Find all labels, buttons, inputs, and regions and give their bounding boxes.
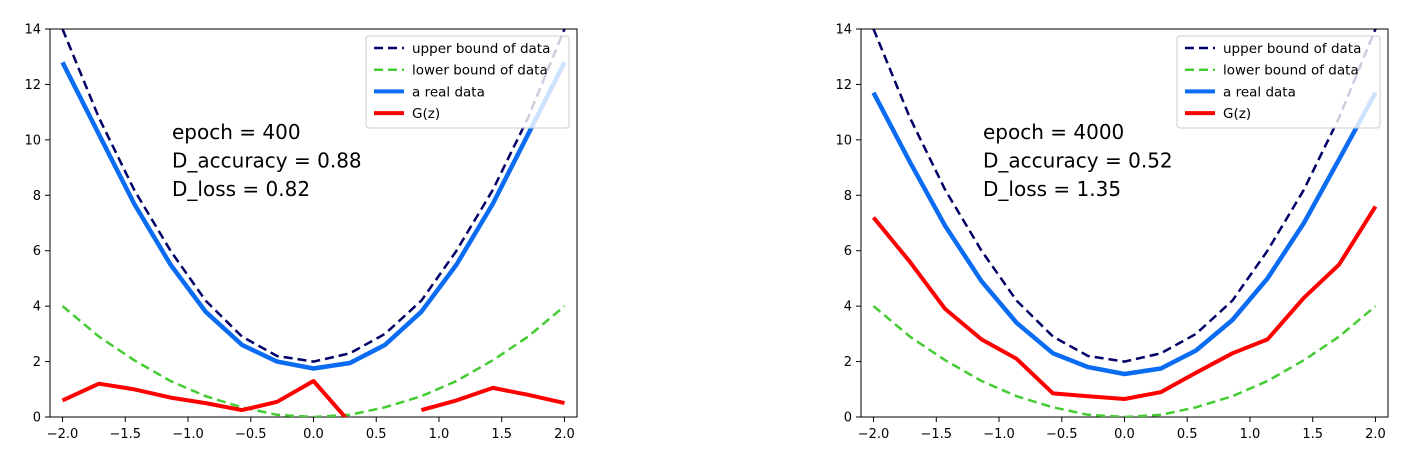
- legend-label-a-real-data: a real data: [1223, 84, 1296, 100]
- x-tick-label: 1.0: [1240, 427, 1261, 442]
- annotation-text: epoch = 400: [172, 120, 301, 144]
- legend-box: [1176, 35, 1381, 129]
- x-tick-label: −1.5: [109, 427, 141, 442]
- x-tick-label: −2.0: [858, 427, 890, 442]
- y-tick-label: 0: [33, 411, 41, 426]
- series-line-a-real-data: [871, 91, 1378, 377]
- x-tick-label: −0.5: [235, 427, 267, 442]
- y-tick-label: 14: [835, 23, 852, 38]
- legend-label-g-z: G(z): [1223, 106, 1251, 122]
- x-tick-label: 0.0: [303, 427, 324, 442]
- chart-panel-2: −2.0 −1.5 −1.0 −0.5 0.0 0.5 1.0 1.5 2.0 0 2 4 6 8 10 12…: [835, 23, 1389, 442]
- x-tick-label: −2.0: [47, 427, 79, 442]
- y-tick-label: 2: [33, 355, 41, 370]
- y-tick-label: 10: [835, 133, 852, 148]
- legend-label-upper-bound-of-data: upper bound of data: [412, 41, 550, 57]
- series-line-lower-bound-of-data: [61, 305, 566, 417]
- series-lines: [60, 29, 567, 417]
- annotation-text: D_loss = 0.82: [172, 177, 310, 201]
- series-line-upper-bound-of-data: [872, 29, 1377, 363]
- x-tick-label: 0.5: [1177, 427, 1198, 442]
- annotation-text: D_accuracy = 0.88: [172, 149, 362, 173]
- legend-label-lower-bound-of-data: lower bound of data: [1223, 63, 1359, 79]
- y-tick-label: 8: [844, 189, 852, 204]
- annotation-text: D_loss = 1.35: [983, 177, 1121, 201]
- legend-label-g-z: G(z): [412, 106, 440, 122]
- y-tick-label: 2: [844, 355, 852, 370]
- y-tick-label: 12: [24, 78, 41, 93]
- chart-panel-1: −2.0 −1.5 −1.0 −0.5 0.0 0.5 1.0 1.5 2.0 0 2 4 6 8 10 12…: [24, 23, 578, 442]
- x-tick-label: −1.0: [172, 427, 204, 442]
- y-tick-label: 4: [844, 300, 852, 315]
- legend: upper bound of data lower bound of data a …: [1176, 35, 1381, 129]
- legend-box: [365, 35, 570, 129]
- series-line-lower-bound-of-data: [872, 305, 1377, 417]
- y-tick-label: 14: [24, 23, 41, 38]
- legend-label-a-real-data: a real data: [412, 84, 485, 100]
- x-tick-label: 1.5: [1302, 427, 1323, 442]
- y-tick-label: 10: [24, 133, 41, 148]
- legend-label-lower-bound-of-data: lower bound of data: [412, 63, 548, 79]
- y-tick-label: 6: [844, 244, 852, 259]
- y-tick-label: 0: [844, 411, 852, 426]
- x-tick-label: −1.0: [983, 427, 1015, 442]
- x-tick-label: 2.0: [554, 427, 575, 442]
- x-tick-label: −1.5: [920, 427, 952, 442]
- x-tick-label: 0.5: [366, 427, 387, 442]
- x-tick-label: 1.0: [429, 427, 450, 442]
- x-tick-label: 1.5: [491, 427, 512, 442]
- x-tick-label: −0.5: [1046, 427, 1078, 442]
- series-line-g-z: [871, 205, 1378, 401]
- annotation-text: D_accuracy = 0.52: [983, 149, 1173, 173]
- annotation-text: epoch = 4000: [983, 120, 1124, 144]
- y-tick-label: 6: [33, 244, 41, 259]
- series-line-g-z: [61, 379, 565, 417]
- x-tick-label: 2.0: [1365, 427, 1386, 442]
- legend: upper bound of data lower bound of data a …: [365, 35, 570, 129]
- series-line-a-real-data: [60, 61, 567, 371]
- y-tick-label: 4: [33, 300, 41, 315]
- x-tick-label: 0.0: [1114, 427, 1135, 442]
- y-tick-label: 12: [835, 78, 852, 93]
- legend-label-upper-bound-of-data: upper bound of data: [1223, 41, 1361, 57]
- series-lines: [871, 29, 1378, 417]
- series-line-upper-bound-of-data: [61, 29, 566, 363]
- y-tick-label: 8: [33, 189, 41, 204]
